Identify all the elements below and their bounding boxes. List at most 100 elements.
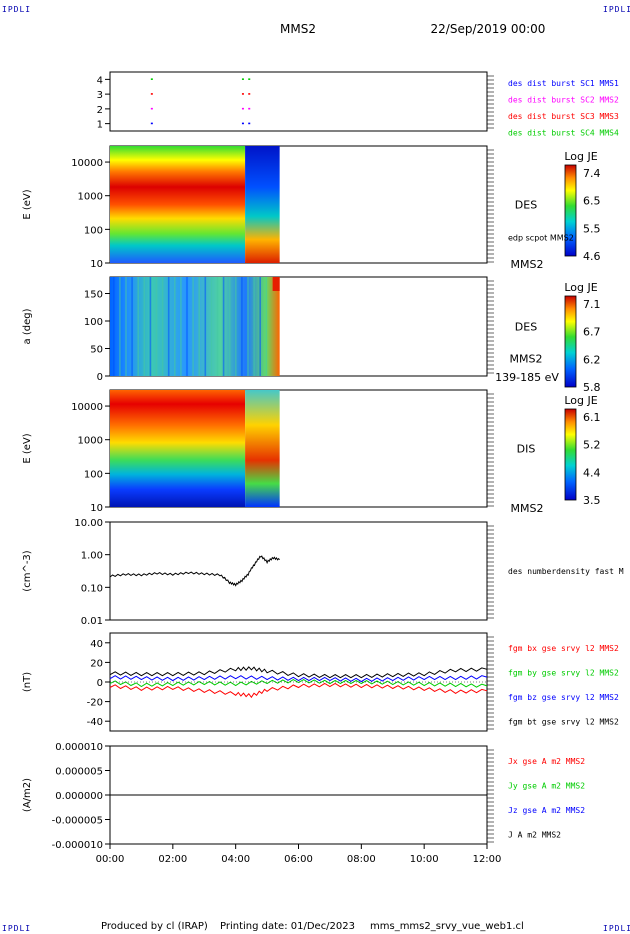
colorbar-tick-label: 7.1 xyxy=(583,298,601,311)
dis-energy-spectrogram-boundary xyxy=(245,390,280,507)
x-tick-label: 12:00 xyxy=(473,854,502,865)
y-tick-label: 0.000010 xyxy=(55,742,103,753)
y-tick-label: 0 xyxy=(97,372,103,383)
pitch-angle-stripe xyxy=(222,277,225,376)
colorbar-tick-label: 3.5 xyxy=(583,494,601,507)
burst-legend-entry: des dist burst SC4 MMS4 xyxy=(508,129,619,138)
burst-mark xyxy=(241,107,244,110)
y-tick-label: -20 xyxy=(87,698,103,709)
des-energy-range-label: MMS2 xyxy=(511,258,544,271)
series-legend-entry: fgm bz gse srvy l2 MMS2 xyxy=(508,693,619,702)
des-pitch-instrument-label: DES xyxy=(515,321,537,334)
des-pitch-colorbar-title: Log JE xyxy=(564,281,597,294)
pitch-angle-stripe xyxy=(216,277,219,376)
pitch-angle-stripe xyxy=(210,277,213,376)
series-legend-entry: des numberdensity fast M xyxy=(508,567,624,576)
colorbar-tick-label: 4.6 xyxy=(583,250,601,263)
series-legend-entry: fgm by gse srvy l2 MMS2 xyxy=(508,669,619,678)
y-tick-label: 100 xyxy=(84,317,103,328)
y-tick-label: 10 xyxy=(90,259,103,270)
burst-legend-entry: des dist burst SC2 MMS2 xyxy=(508,96,619,105)
y-tick-label: 0.10 xyxy=(81,583,103,594)
des-energy-ylabel: E (eV) xyxy=(22,189,33,219)
burst-mark xyxy=(248,78,251,80)
des-numberdensity-fast-m-line xyxy=(109,555,280,587)
density-frame xyxy=(109,521,488,621)
y-tick-label: 10000 xyxy=(71,158,103,169)
pitch-angle-stripe xyxy=(149,277,152,376)
fgm-bx-gse-srvy-l2-mms2-line xyxy=(109,682,488,699)
colorbar-tick-label: 5.5 xyxy=(583,222,601,235)
y-tick-label: 1.00 xyxy=(81,551,103,562)
pitch-angle-stripe xyxy=(119,277,121,376)
fgm-by-gse-srvy-l2-mms2-line xyxy=(109,679,488,688)
colorbar-tick-label: 4.4 xyxy=(583,466,601,479)
dis-energy-colorbar-title: Log JE xyxy=(564,394,597,407)
colorbar-tick-label: 5.2 xyxy=(583,439,601,452)
colorbar-tick-label: 6.7 xyxy=(583,326,601,339)
series-legend-entry: fgm bt gse srvy l2 MMS2 xyxy=(508,718,619,727)
fgm-bt-gse-srvy-l2-mms2-line xyxy=(109,666,488,679)
pitch-angle-stripe xyxy=(113,277,115,376)
pitch-angle-stripe xyxy=(137,277,139,376)
pitch-angle-stripe xyxy=(241,277,243,376)
y-tick-label: -0.000005 xyxy=(52,816,103,827)
dis-energy-spectrogram xyxy=(110,390,246,507)
des-energy-spectrogram xyxy=(110,146,246,263)
des-energy-instrument-label: DES xyxy=(515,199,537,212)
pitch-angle-stripe xyxy=(228,277,231,376)
mission-title: MMS2 xyxy=(280,22,316,36)
colorbar-tick-label: 5.8 xyxy=(583,381,601,394)
colorbar-tick-label: 6.2 xyxy=(583,353,601,366)
series-legend-entry: fgm bx gse srvy l2 MMS2 xyxy=(508,644,619,653)
pitch-angle-stripe xyxy=(192,277,194,376)
des-energy-colorbar xyxy=(564,164,577,257)
y-tick-label: 0.000000 xyxy=(55,791,103,802)
y-tick-label: 10 xyxy=(90,503,103,514)
pitch-angle-stripe xyxy=(180,277,182,376)
pitch-angle-stripe xyxy=(253,277,255,376)
series-legend-entry: Jz gse A m2 MMS2 xyxy=(508,806,585,815)
des-energy-spectrogram-boundary xyxy=(245,146,280,263)
pitch-angle-stripe xyxy=(161,277,164,376)
pitch-angle-stripe xyxy=(167,277,170,376)
y-tick-label: 4 xyxy=(97,75,103,86)
burst-mark xyxy=(150,122,153,125)
fgm-frame xyxy=(109,632,488,732)
x-tick-label: 04:00 xyxy=(221,854,250,865)
pitch-angle-stripe xyxy=(131,277,133,376)
des-pitch-sub-label: MMS2 xyxy=(510,353,543,366)
produced-by: Produced by cl (IRAP) xyxy=(101,921,208,932)
dis-energy-colorbar xyxy=(564,408,577,501)
burst-mark xyxy=(150,78,153,80)
burst-mark xyxy=(248,122,251,125)
y-tick-label: 3 xyxy=(97,90,103,101)
fgm-bz-gse-srvy-l2-mms2-line xyxy=(109,675,488,683)
y-tick-label: 1000 xyxy=(78,192,103,203)
pitch-angle-stripe xyxy=(155,277,158,376)
y-tick-label: 1000 xyxy=(78,436,103,447)
burst-mark xyxy=(150,107,153,110)
colorbar-tick-label: 6.1 xyxy=(583,411,601,424)
burst-mark xyxy=(248,93,251,95)
series-legend-entry: Jx gse A m2 MMS2 xyxy=(508,757,585,766)
burst-mark xyxy=(241,122,244,125)
pitch-angle-stripe xyxy=(204,277,207,376)
y-tick-label: 2 xyxy=(97,105,103,116)
des-pitch-colorbar xyxy=(564,295,577,388)
corner-label-bottom-right: IPDLI xyxy=(603,924,630,933)
y-tick-label: 10000 xyxy=(71,402,103,413)
fgm-ylabel: (nT) xyxy=(22,672,33,692)
corner-label-top-left: IPDLI xyxy=(2,5,31,14)
pitch-angle-stripe xyxy=(265,277,268,376)
y-tick-label: -0.000010 xyxy=(52,840,103,851)
burst-legend-entry: des dist burst SC3 MMS3 xyxy=(508,112,619,121)
y-tick-label: -40 xyxy=(87,717,103,728)
pitch-angle-stripe xyxy=(247,277,249,376)
y-tick-label: 0.000005 xyxy=(55,767,103,778)
x-tick-label: 06:00 xyxy=(284,854,313,865)
y-tick-label: 10.00 xyxy=(74,518,103,529)
y-tick-label: 50 xyxy=(90,345,103,356)
des-energy-sub-label: edp scpot MMS2 xyxy=(508,234,574,243)
burst-mark xyxy=(241,93,244,95)
